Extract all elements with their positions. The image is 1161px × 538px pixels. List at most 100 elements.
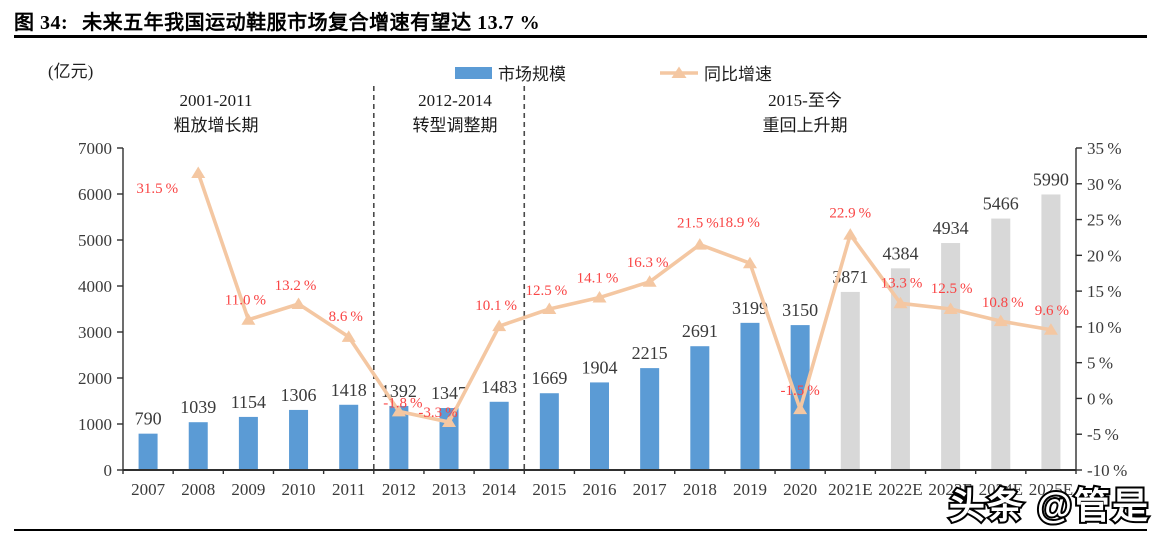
bar-2014 [489, 401, 509, 470]
x-axis-label-2011: 2011 [332, 480, 365, 499]
growth-marker-2016 [592, 291, 607, 303]
x-axis-label-2019: 2019 [733, 480, 767, 499]
right-axis-tick-label: 30 % [1087, 175, 1122, 194]
growth-marker-2010 [291, 297, 306, 309]
growth-value-label-2013: -3.3 % [418, 405, 457, 421]
growth-value-label-2023E: 12.5 % [931, 281, 973, 297]
period-annotation-1-name: 粗放增长期 [174, 116, 259, 135]
x-axis-label-2024E: 2024E [979, 480, 1023, 499]
x-axis-label-2022E: 2022E [878, 480, 922, 499]
right-axis-tick-label: 15 % [1087, 282, 1122, 301]
x-axis-label-2021E: 2021E [828, 480, 872, 499]
bar-2023E [941, 243, 961, 470]
bar-value-label-2007: 790 [135, 409, 162, 429]
growth-value-label-2019: 18.9 % [718, 215, 760, 231]
growth-value-label-2020: -1.5 % [781, 383, 820, 399]
growth-marker-2025E [1043, 323, 1058, 335]
growth-marker-2015 [542, 302, 557, 314]
growth-marker-2013 [442, 415, 457, 428]
figure-title-text: 未来五年我国运动鞋服市场复合增速有望达 13.7 % [82, 12, 541, 34]
x-axis-label-2017: 2017 [633, 480, 668, 499]
left-axis-tick-label: 2000 [78, 369, 112, 388]
period-annotation-2-name: 转型调整期 [413, 116, 498, 135]
right-axis-tick-label: 0 % [1087, 389, 1113, 408]
right-axis-tick-label: 20 % [1087, 246, 1122, 265]
growth-value-label-2008: 31.5 % [136, 181, 178, 197]
right-axis-tick-label: 10 % [1087, 318, 1122, 337]
growth-marker-2020 [793, 402, 808, 415]
right-axis-tick-label: 5 % [1087, 354, 1113, 373]
x-axis-label-2015: 2015 [532, 480, 566, 499]
bar-2022E [890, 268, 910, 470]
bar-value-label-2025E: 5990 [1033, 169, 1069, 189]
growth-value-label-2017: 16.3 % [627, 255, 669, 271]
title-divider-line [14, 35, 1147, 38]
bar-value-label-2016: 1904 [582, 357, 618, 377]
bar-2018 [690, 346, 710, 470]
growth-value-label-2011: 8.6 % [329, 309, 363, 325]
growth-marker-2012 [391, 404, 406, 417]
left-axis-unit-label: (亿元) [48, 62, 93, 81]
growth-marker-2009 [241, 313, 256, 325]
bar-value-label-2013: 1347 [431, 383, 467, 403]
left-axis-tick-label: 6000 [78, 185, 112, 204]
growth-line [196, 172, 1052, 424]
x-axis-label-2018: 2018 [683, 480, 717, 499]
x-axis-label-2020: 2020 [783, 480, 817, 499]
watermark: 头条 @管是 [947, 483, 1150, 528]
bar-2020 [790, 325, 810, 470]
left-axis-tick-label: 0 [104, 461, 113, 480]
period-annotation-1-years: 2001-2011 [179, 91, 252, 110]
period-annotation-3-years: 2015-至今 [768, 91, 842, 110]
bar-value-label-2009: 1154 [231, 392, 266, 412]
bar-value-label-2010: 1306 [281, 385, 317, 405]
figure-title: 图 34: 未来五年我国运动鞋服市场复合增速有望达 13.7 % [14, 6, 540, 35]
bar-value-label-2017: 2215 [632, 343, 668, 363]
growth-value-label-2016: 14.1 % [577, 271, 619, 287]
growth-value-label-2009: 11.0 % [225, 293, 266, 309]
growth-value-label-2010: 13.2 % [275, 278, 317, 294]
bar-2017 [640, 368, 660, 470]
growth-marker-2017 [642, 275, 657, 287]
legend-triangle-marker [671, 66, 687, 78]
growth-value-label-2021E: 22.9 % [829, 206, 871, 222]
growth-marker-2024E [993, 314, 1008, 327]
right-axis-tick-label: -10 % [1087, 461, 1127, 480]
figure-number-label: 图 34: [14, 12, 69, 34]
bar-value-label-2020: 3150 [782, 300, 818, 320]
growth-value-label-2015: 12.5 % [525, 283, 567, 299]
growth-marker-2008 [191, 166, 206, 179]
legend-bar-swatch [455, 67, 492, 79]
growth-marker-2011 [341, 330, 356, 342]
watermark-text: 头条 @管是 [949, 485, 1150, 526]
growth-marker-2021E [843, 228, 858, 240]
bar-2010 [289, 409, 309, 470]
bar-2011 [339, 404, 359, 470]
x-axis-label-2025E: 2025E [1029, 480, 1073, 499]
bar-value-label-2019: 3199 [732, 298, 768, 318]
bar-2007 [138, 433, 158, 470]
x-axis-label-2007: 2007 [131, 480, 166, 499]
growth-marker-2022E [893, 296, 908, 309]
x-axis-label-2008: 2008 [181, 480, 215, 499]
x-axis-label-2014: 2014 [482, 480, 517, 499]
right-axis-tick-label: 25 % [1087, 211, 1122, 230]
bar-2009 [238, 416, 258, 470]
left-axis-tick-label: 7000 [78, 139, 112, 158]
bar-2008 [188, 422, 208, 470]
legend-label-yoy-growth: 同比增速 [704, 65, 772, 84]
bar-2012 [389, 405, 409, 470]
bar-value-label-2024E: 5466 [983, 194, 1019, 214]
growth-value-label-2014: 10.1 % [475, 298, 517, 314]
bottom-divider-line [14, 529, 1147, 531]
left-axis-tick-label: 3000 [78, 323, 112, 342]
x-axis-label-2016: 2016 [583, 480, 617, 499]
x-axis-label-2009: 2009 [231, 480, 265, 499]
growth-value-label-2012: -1.8 % [383, 395, 422, 411]
bar-value-label-2015: 1669 [531, 368, 567, 388]
bar-value-label-2022E: 4384 [882, 243, 918, 263]
bar-2019 [740, 322, 760, 470]
bar-value-label-2014: 1483 [481, 377, 517, 397]
growth-value-label-2025E: 9.6 % [1035, 303, 1069, 319]
